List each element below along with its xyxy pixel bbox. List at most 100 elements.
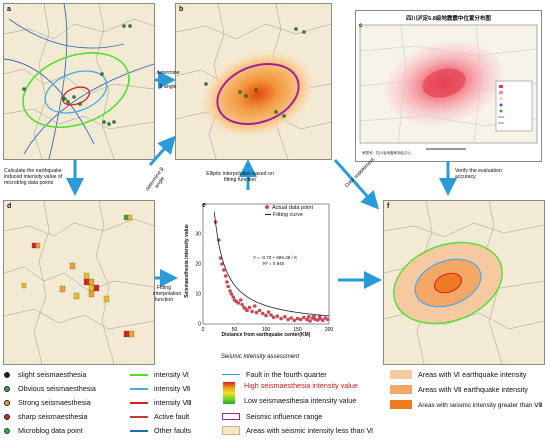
data-point [245, 308, 249, 313]
panel-f-label: f [387, 203, 390, 210]
panel-c-label: c [359, 23, 363, 29]
panel-a-svg [4, 4, 154, 159]
data-point [239, 298, 243, 302]
data-point [302, 315, 306, 320]
green-line-icon [130, 374, 148, 376]
legend-label-slight: slight seismaesthesia [18, 370, 87, 379]
panel-f-map: f [383, 200, 545, 365]
chart-legend-curve: Fitting curve [265, 212, 313, 219]
area6-box-icon [390, 370, 412, 379]
panel-c-svg [359, 24, 538, 150]
data-point [271, 315, 276, 320]
orange-dot-icon [4, 400, 10, 406]
y-tick-label: 10 [195, 292, 201, 298]
data-point [266, 310, 271, 314]
x-tick-label: 50 [232, 327, 238, 333]
data-point [307, 315, 311, 319]
panel-b-label: b [179, 6, 184, 13]
data-point [223, 274, 228, 278]
ann-determine: determine [156, 70, 180, 76]
panel-d-svg [4, 201, 154, 364]
y-tick-label: 20 [195, 262, 201, 268]
legend-item-fault-fourth: Fault in the fourth quarter [222, 371, 327, 379]
legend-item-sharp: sharp seismaesthesia [4, 413, 88, 421]
data-point [325, 317, 330, 322]
data-point [312, 314, 316, 318]
data-point [292, 318, 297, 323]
data-point [240, 302, 244, 307]
legend: slight seismaesthesia Obvious seismaesth… [0, 369, 550, 441]
legend-label-strong: Strong seismaesthesia [18, 398, 91, 407]
legend-item-microblog: Microblog data point [4, 427, 83, 435]
data-point [261, 311, 265, 316]
legend-label-less: Areas with seismic intensity less than Ⅵ [246, 426, 374, 435]
legend-label-microblog: Microblog data point [18, 426, 83, 435]
data-point [279, 316, 283, 321]
data-point [257, 308, 262, 313]
legend-item-range: Seismic influence range [222, 413, 322, 421]
range-box-icon [222, 413, 240, 420]
legend-label-fault-fourth: Fault in the fourth quarter [246, 370, 327, 379]
panel-e-label: e [202, 202, 206, 209]
ann-fitting: Fitting interpolation function [153, 285, 182, 303]
blue-line-icon [130, 388, 148, 390]
panel-c-map: 四川泸定6.8级地震震中位置分布图 审图号：四川省地震局测绘中心 c [355, 10, 542, 162]
fault-fourth-line-icon [222, 374, 240, 375]
panel-e-chart: 0 10 20 30 0 50 100 150 200 Actual data point F… [175, 200, 335, 350]
legend-label-low: Low seismaesthesia intensity value [244, 396, 357, 405]
data-point [220, 262, 224, 266]
legend-label-sharp: sharp seismaesthesia [18, 412, 88, 421]
data-point [295, 316, 300, 321]
ann-beta-angle: β angle [159, 84, 177, 90]
black-dot-icon [4, 372, 10, 378]
chart-legend-point: Actual data point [265, 205, 313, 212]
chart-legend-curve-label: Fitting curve [273, 212, 303, 218]
panel-f-svg [384, 201, 544, 364]
data-point [264, 313, 268, 318]
chart-legend: Actual data point Fitting curve [265, 205, 313, 219]
ann-verify: Verify the evaluation accuracy [455, 168, 502, 180]
data-point [247, 305, 252, 310]
data-point [222, 268, 226, 272]
x-tick-label: 200 [325, 327, 334, 333]
legend-item-slight: slight seismaesthesia [4, 371, 86, 379]
active-fault-line-icon [130, 416, 148, 418]
legend-label-intensity7: intensity Ⅶ [154, 384, 191, 393]
panel-a-map: a [3, 3, 155, 160]
microblog-dot-icon [4, 428, 10, 434]
ann-elliptic: Elliptic interpolation based on fitting … [206, 171, 274, 183]
legend-label-high: High seismaesthesia intensity value [244, 381, 358, 390]
data-point [269, 313, 273, 317]
x-tick-label: 100 [262, 327, 271, 333]
data-point [226, 284, 230, 289]
data-point [275, 314, 280, 318]
legend-item-less: Areas with seismic intensity less than Ⅵ [222, 426, 374, 435]
data-point [298, 317, 303, 322]
legend-item-intensity7: intensity Ⅶ [130, 385, 190, 393]
ann-determine-beta: determine β angle [144, 166, 167, 193]
legend-label-active-fault: Active fault [154, 412, 190, 421]
y-tick-label: 0 [198, 322, 201, 328]
data-point [252, 304, 257, 308]
data-point [229, 292, 234, 296]
legend-label-intensity8: intensity Ⅷ [154, 398, 192, 407]
legend-label-range: Seismic influence range [246, 412, 323, 421]
legend-label-intensity6: intensity Ⅵ [154, 370, 189, 379]
data-point [228, 289, 232, 293]
legend-item-obvious: Obvious seismaesthesia [4, 385, 96, 393]
data-point [289, 316, 293, 320]
less-than-box-icon [222, 426, 240, 435]
panel-a-label: a [7, 6, 11, 13]
chart-xlabel: Distance from earthquake center(KM) [221, 332, 311, 338]
area8-box-icon [390, 400, 412, 409]
chart-ylabel: Seismaesthesia intensity value [184, 224, 190, 298]
panel-b-svg [176, 4, 331, 159]
map-title-cn: 四川泸定6.8级地震震中位置分布图 [406, 16, 491, 22]
legend-label-obvious: Obvious seismaesthesia [18, 384, 96, 393]
chart-r2: R² = 0.946 [263, 261, 285, 266]
chart-svg: 0 10 20 30 0 50 100 150 200 [195, 203, 334, 333]
data-point [305, 317, 309, 322]
panel-d-map: d [3, 200, 155, 365]
data-point [225, 280, 229, 284]
x-tick-label: 150 [293, 327, 302, 333]
